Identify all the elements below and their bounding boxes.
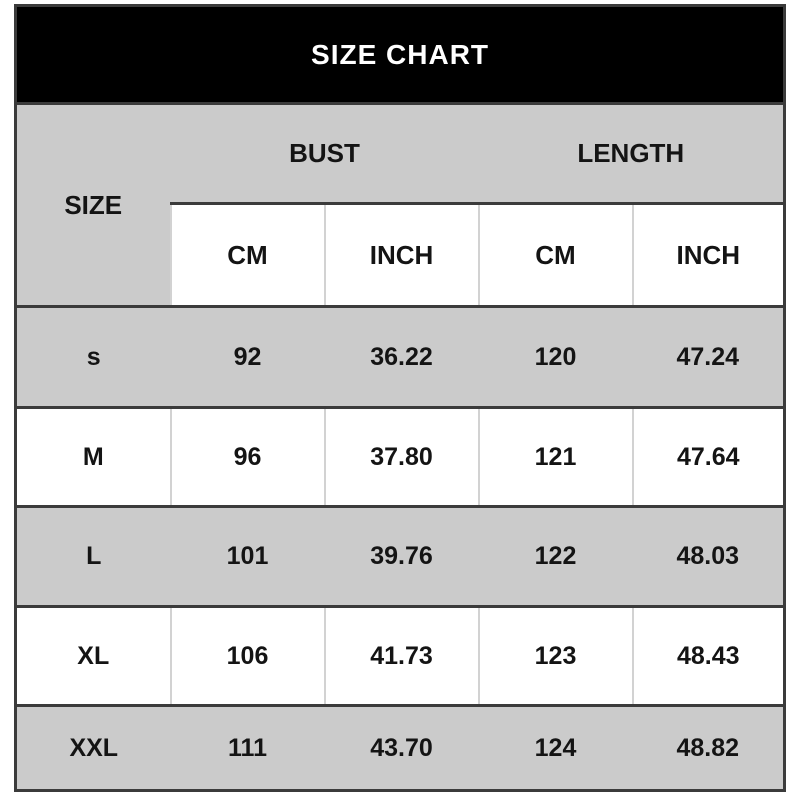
data-cell-bust-cm: 96 (169, 406, 326, 507)
table-row-xxl: XXL 111 43.70 124 48.82 (15, 704, 785, 791)
data-cell-bust-inch: 36.22 (324, 305, 479, 408)
data-cell-length-cm: 122 (478, 505, 633, 607)
subheader-length-cm: CM (477, 202, 634, 307)
table-row-l: L 101 39.76 122 48.03 (15, 505, 785, 607)
data-cell-length-inch: 48.43 (631, 605, 786, 706)
size-cell: M (14, 406, 172, 507)
title-row: SIZE CHART (15, 5, 785, 104)
data-cell-bust-inch: 37.80 (323, 406, 480, 507)
data-cell-bust-cm: 92 (170, 305, 325, 408)
data-cell-length-cm: 123 (477, 605, 634, 706)
data-cell-bust-cm: 111 (170, 704, 325, 791)
size-chart-title: SIZE CHART (15, 5, 785, 104)
column-group-length: LENGTH (478, 102, 785, 204)
unit-header-row: CM INCH CM INCH (16, 202, 786, 307)
data-cell-bust-cm: 106 (169, 605, 326, 706)
data-cell-bust-inch: 39.76 (324, 505, 479, 607)
data-cell-bust-inch: 41.73 (323, 605, 480, 706)
data-cell-bust-inch: 43.70 (324, 704, 479, 791)
subheader-bust-cm: CM (169, 202, 326, 307)
size-cell: s (15, 305, 171, 408)
column-group-bust: BUST (170, 102, 479, 204)
table-row-xl: XL 106 41.73 123 48.43 (14, 605, 786, 706)
size-chart-table: SIZE CHART SIZE BUST LENGTH CM INCH CM I… (14, 4, 787, 792)
table-row-s: s 92 36.22 120 47.24 (15, 305, 785, 408)
group-header-row: SIZE BUST LENGTH (15, 102, 785, 307)
data-cell-length-inch: 47.24 (632, 305, 785, 408)
size-cell: XXL (15, 704, 171, 791)
size-cell: XL (14, 605, 172, 706)
data-cell-bust-cm: 101 (170, 505, 325, 607)
table-row-m: M 96 37.80 121 47.64 (14, 406, 786, 507)
column-header-size: SIZE (15, 102, 171, 307)
data-cell-length-cm: 121 (477, 406, 634, 507)
subheader-length-inch: INCH (631, 202, 786, 307)
subheader-bust-inch: INCH (323, 202, 480, 307)
data-cell-length-inch: 48.03 (632, 505, 785, 607)
size-cell: L (15, 505, 171, 607)
data-cell-length-cm: 120 (478, 305, 633, 408)
data-cell-length-inch: 47.64 (631, 406, 786, 507)
data-cell-length-inch: 48.82 (632, 704, 785, 791)
data-cell-length-cm: 124 (478, 704, 633, 791)
